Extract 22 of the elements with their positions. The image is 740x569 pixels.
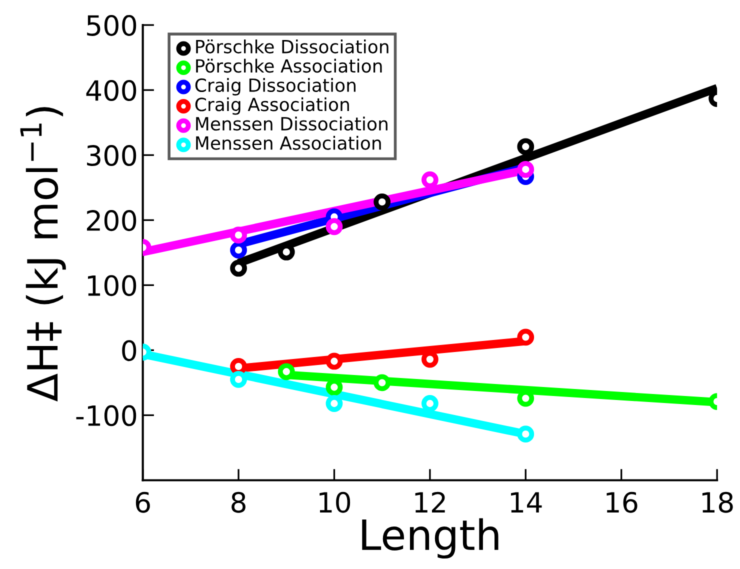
legend-label: Craig Association [195,97,349,115]
legend-label: Menssen Association [196,136,381,150]
legend-label: Menssen Dissociation [196,116,388,131]
y-tick-label: 100 [88,275,136,296]
x-tick-label: 8 [232,492,246,513]
x-axis-title: Length [362,518,498,559]
x-tick-label: 18 [702,492,733,513]
x-tick-label: 10 [320,492,350,513]
y-tick-label: 200 [86,210,136,232]
legend-label: Pörschke Dissociation [196,39,388,54]
x-tick-label: 12 [415,492,445,512]
y-tick-label: 400 [86,80,136,102]
x-tick-label: 14 [511,492,542,512]
x-tick-label: 6 [136,492,150,513]
legend-label: Craig Dissociation [195,78,356,96]
y-tick-label: 300 [87,145,136,166]
x-tick-label: 16 [606,492,638,513]
y-axis-title: ΔH‡ (kJ mol$^{−1}$) [20,107,66,402]
y-tick-label: 0 [122,340,136,362]
y-tick-label: 500 [87,14,136,36]
legend-label: Pörschke Association [196,58,382,73]
y-tick-label: -100 [76,405,136,426]
